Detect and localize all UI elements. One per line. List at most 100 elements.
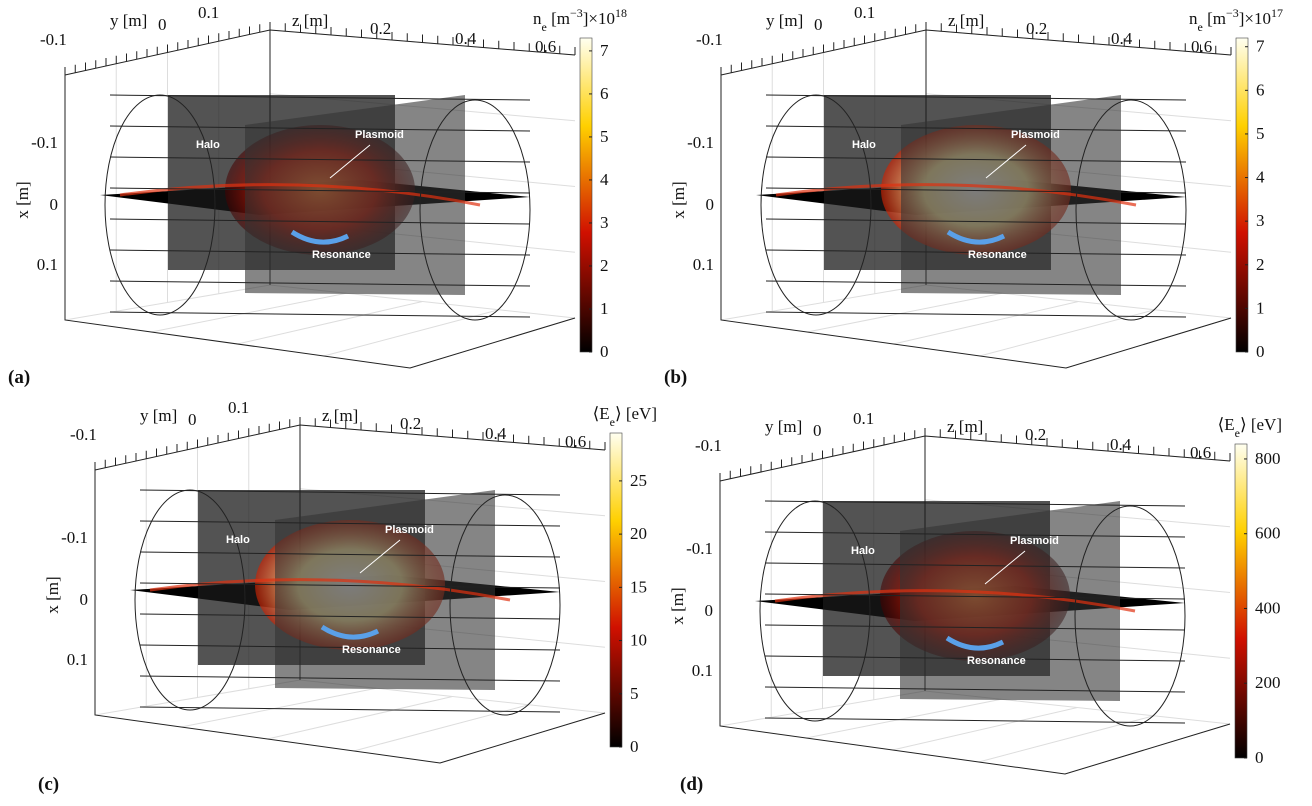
plane bbox=[245, 95, 465, 295]
panel-letter: (c) bbox=[38, 774, 59, 795]
cylinder bbox=[764, 531, 1186, 538]
colorbar-label-part: e bbox=[1198, 20, 1203, 34]
grid-line bbox=[978, 715, 1154, 763]
resonance-arc bbox=[946, 229, 1006, 245]
annotation: Plasmoid bbox=[1011, 129, 1060, 141]
colorbar-tick-label: 0 bbox=[1256, 342, 1265, 361]
colorbar-tick-label: 20 bbox=[630, 524, 647, 543]
tick-label: 0 bbox=[813, 421, 822, 440]
cylinder bbox=[764, 717, 1186, 724]
plasma-streak bbox=[119, 183, 481, 207]
colorbar-tick-label: 200 bbox=[1255, 673, 1281, 692]
colorbar-tick-label: 4 bbox=[600, 170, 609, 189]
annotation: Plasmoid bbox=[385, 524, 434, 536]
cylinder bbox=[765, 311, 1187, 318]
plasma-streak bbox=[149, 578, 511, 602]
tick-label: -0.1 bbox=[687, 133, 714, 152]
annotation: Plasmoid bbox=[1010, 535, 1059, 547]
cylinder bbox=[764, 686, 1186, 693]
cylinder bbox=[109, 218, 531, 225]
resonance-arc bbox=[290, 229, 350, 245]
tick-label: 0.6 bbox=[1191, 37, 1212, 56]
grid-line bbox=[806, 698, 1002, 739]
cylinder bbox=[419, 99, 531, 321]
cylinder bbox=[109, 94, 531, 101]
colorbar-tick-label: 2 bbox=[600, 256, 609, 275]
colorbar bbox=[609, 432, 623, 748]
cylinder bbox=[104, 94, 216, 316]
cylinder bbox=[764, 655, 1186, 662]
colorbar-label: ⟨Ee⟩ [eV] bbox=[1218, 415, 1282, 440]
colorbar-tick-label: 600 bbox=[1255, 524, 1281, 543]
axis-box bbox=[94, 424, 606, 471]
cylinder bbox=[765, 280, 1187, 287]
axis-label: y [m] bbox=[110, 11, 147, 30]
cylinder bbox=[109, 156, 531, 163]
annotation-arrow bbox=[985, 144, 1027, 179]
grid-line bbox=[151, 292, 347, 333]
grid-line bbox=[181, 687, 377, 728]
colorbar-tick-label: 0 bbox=[630, 737, 639, 756]
colorbar-label: ne [m−3]×1017 bbox=[1189, 6, 1283, 34]
tick-label: -0.1 bbox=[70, 425, 97, 444]
tick-label: 0.1 bbox=[37, 255, 58, 274]
cylinder bbox=[449, 494, 561, 716]
grid-line bbox=[323, 309, 499, 357]
tick-label: -0.1 bbox=[695, 436, 722, 455]
tick-label: 0.2 bbox=[370, 19, 391, 38]
tick-label: 0.4 bbox=[455, 29, 477, 48]
cylinder bbox=[765, 249, 1187, 256]
colorbar-tick-label: 5 bbox=[630, 684, 639, 703]
tick-label: -0.1 bbox=[686, 539, 713, 558]
annotation-arrow bbox=[984, 550, 1026, 585]
colorbar-label-part: 17 bbox=[1271, 6, 1283, 20]
plasma-streak bbox=[775, 183, 1137, 207]
cylinder bbox=[764, 593, 1186, 600]
axis-label: z [m] bbox=[292, 11, 328, 30]
colorbar-tick-label: 7 bbox=[1256, 37, 1265, 56]
colorbar-label-part: −3 bbox=[1226, 6, 1239, 20]
cylinder bbox=[139, 644, 561, 651]
colorbar-tick-label: 6 bbox=[1256, 80, 1265, 99]
annotation-arrow bbox=[329, 144, 371, 179]
tick-label: 0.6 bbox=[535, 37, 556, 56]
grid-line bbox=[979, 309, 1155, 357]
panel-letter: (b) bbox=[664, 367, 687, 388]
colorbar-label-part: [m bbox=[1203, 9, 1226, 28]
grid-line bbox=[353, 704, 529, 752]
axis-label: x [m] bbox=[43, 576, 62, 613]
colorbar-tick-label: 1 bbox=[1256, 298, 1265, 317]
colorbar-tick-label: 5 bbox=[600, 127, 609, 146]
cylinder bbox=[109, 280, 531, 287]
panel: Halo Plasmoid Resonance y [m] -0.1 0 0.1 z [m] 0… bbox=[43, 398, 657, 764]
cylinder bbox=[1074, 505, 1186, 727]
annotation: Halo bbox=[196, 139, 220, 151]
tick-label: 0.6 bbox=[1190, 443, 1211, 462]
colorbar bbox=[1235, 37, 1249, 353]
colorbar-tick-label: 0 bbox=[600, 342, 609, 361]
cylinder bbox=[765, 156, 1187, 163]
annotation: Halo bbox=[226, 534, 250, 546]
cylinder bbox=[139, 613, 561, 620]
tick-label: 0.1 bbox=[692, 661, 713, 680]
colorbar-label-part: ⟩ [eV] bbox=[615, 404, 657, 423]
annotation: Resonance bbox=[968, 249, 1027, 261]
colorbar-tick-label: 800 bbox=[1255, 449, 1281, 468]
tick-label: 0.1 bbox=[198, 3, 219, 22]
colorbar-tick-label: 3 bbox=[1256, 211, 1265, 230]
axis-box bbox=[64, 75, 576, 369]
cylinder bbox=[139, 551, 561, 558]
tick-label: 0 bbox=[50, 195, 59, 214]
plasma-streak bbox=[774, 589, 1136, 613]
tick-label: 0 bbox=[158, 15, 167, 34]
colorbar-label-part: n bbox=[533, 9, 542, 28]
cylinder bbox=[109, 311, 531, 318]
tick-label: 0 bbox=[706, 195, 715, 214]
annotation: Halo bbox=[851, 545, 875, 557]
plane bbox=[275, 490, 495, 690]
tick-label: 0 bbox=[814, 15, 823, 34]
axis-box bbox=[720, 75, 1232, 369]
colorbar-label-part: n bbox=[1189, 9, 1198, 28]
axis-label: y [m] bbox=[765, 417, 802, 436]
cylinder bbox=[765, 187, 1187, 194]
